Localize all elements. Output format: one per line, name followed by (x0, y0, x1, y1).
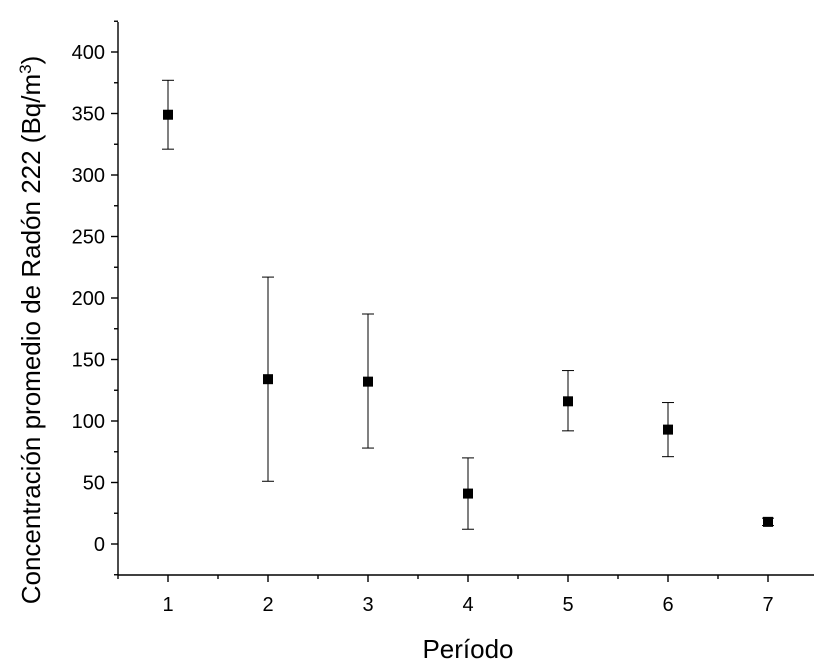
y-tick-label: 150 (72, 350, 105, 372)
x-tick-label: 6 (662, 594, 673, 616)
x-axis-title: Período (422, 634, 513, 661)
data-point-4 (463, 488, 473, 499)
y-tick-label: 50 (83, 473, 105, 495)
x-tick-label: 7 (762, 594, 773, 616)
y-tick-label: 250 (72, 227, 105, 249)
x-ticks: 1 2 3 4 5 6 7 (117, 575, 774, 616)
data-markers (163, 109, 773, 527)
y-axis-title: Concentración promedio de Radón 222 (Bq/… (16, 56, 47, 605)
y-tick-label: 400 (72, 42, 105, 64)
y-tick-label: 100 (72, 411, 105, 433)
x-tick-label: 1 (162, 594, 173, 616)
data-point-6 (663, 424, 673, 435)
x-tick-label: 3 (362, 594, 373, 616)
y-axis-title-close: ) (16, 56, 46, 65)
data-point-1 (163, 109, 173, 120)
error-bars (162, 79, 774, 530)
data-point-7 (763, 516, 773, 527)
x-tick-label: 2 (262, 594, 273, 616)
data-point-2 (263, 374, 273, 385)
data-point-3 (363, 376, 373, 387)
y-tick-label: 0 (94, 534, 105, 556)
x-tick-label: 4 (462, 594, 473, 616)
y-ticks: 0 50 100 150 200 250 300 350 400 (72, 20, 118, 576)
y-axis-title-superscript: 3 (16, 64, 35, 73)
y-tick-label: 300 (72, 165, 105, 187)
y-tick-label: 200 (72, 288, 105, 310)
data-point-5 (563, 396, 573, 407)
y-axis-title-main: Concentración promedio de Radón 222 (Bq/… (16, 74, 46, 604)
y-tick-label: 350 (72, 104, 105, 126)
x-tick-label: 5 (562, 594, 573, 616)
